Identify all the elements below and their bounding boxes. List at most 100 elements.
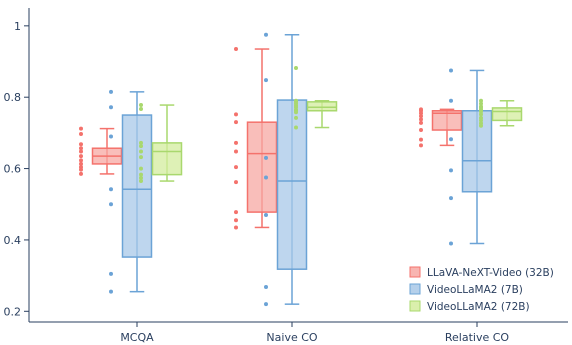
legend-swatch bbox=[409, 266, 421, 278]
data-point bbox=[79, 126, 83, 131]
y-tick-label: 0.4 bbox=[4, 234, 22, 247]
data-point bbox=[294, 65, 298, 70]
data-point bbox=[294, 125, 298, 130]
data-point bbox=[139, 144, 143, 149]
data-point bbox=[79, 149, 83, 154]
data-point bbox=[139, 140, 143, 145]
data-point bbox=[479, 118, 483, 123]
data-point bbox=[79, 154, 83, 159]
legend-swatch bbox=[409, 300, 421, 312]
data-point bbox=[79, 146, 83, 151]
data-point bbox=[449, 241, 453, 246]
data-point bbox=[234, 149, 238, 154]
box-rect bbox=[491, 107, 523, 122]
data-point bbox=[449, 137, 453, 142]
axes: 0.2 0.4 0.6 0.8 1 MCQA Naive CO Relative CO bbox=[4, 8, 568, 344]
data-point bbox=[234, 180, 238, 185]
data-point bbox=[234, 210, 238, 215]
data-point bbox=[139, 149, 143, 154]
data-point bbox=[264, 155, 268, 160]
box-1-1 bbox=[264, 32, 308, 307]
data-point bbox=[234, 225, 238, 230]
data-point bbox=[79, 131, 83, 136]
y-tick-label: 1 bbox=[14, 20, 21, 33]
data-point bbox=[419, 114, 423, 119]
x-tick-label: Relative CO bbox=[445, 331, 510, 344]
box-rect bbox=[121, 114, 153, 258]
box-rect bbox=[306, 101, 338, 112]
data-point bbox=[234, 120, 238, 125]
data-point bbox=[419, 117, 423, 122]
data-point bbox=[79, 158, 83, 163]
data-point bbox=[109, 202, 113, 207]
data-point bbox=[264, 175, 268, 180]
data-point bbox=[264, 32, 268, 37]
data-point bbox=[79, 167, 83, 172]
data-point bbox=[449, 196, 453, 201]
data-point bbox=[479, 112, 483, 117]
data-point bbox=[419, 143, 423, 148]
data-point bbox=[109, 289, 113, 294]
box-2-2 bbox=[479, 98, 523, 128]
data-point bbox=[234, 140, 238, 145]
box-rect bbox=[246, 121, 278, 213]
data-point bbox=[139, 166, 143, 171]
box-rect bbox=[431, 110, 463, 131]
data-point bbox=[419, 137, 423, 142]
y-tick-label: 0.6 bbox=[4, 163, 22, 176]
data-point bbox=[479, 98, 483, 103]
data-point bbox=[419, 120, 423, 125]
data-point bbox=[264, 302, 268, 307]
y-tick-label: 0.2 bbox=[4, 305, 22, 318]
legend-swatch bbox=[409, 283, 421, 295]
data-point bbox=[139, 106, 143, 111]
data-point bbox=[449, 98, 453, 103]
data-point bbox=[234, 112, 238, 117]
data-point bbox=[139, 103, 143, 108]
data-point bbox=[234, 47, 238, 52]
data-point bbox=[294, 110, 298, 115]
box-0-1 bbox=[234, 47, 278, 230]
legend: LLaVA-NeXT-Video (32B) VideoLLaMA2 (7B) Vi… bbox=[409, 266, 554, 313]
data-point bbox=[449, 168, 453, 173]
data-point bbox=[419, 111, 423, 116]
data-point bbox=[109, 89, 113, 94]
box-2-1 bbox=[294, 65, 338, 130]
data-point bbox=[79, 142, 83, 147]
data-point bbox=[79, 161, 83, 166]
box-2-0 bbox=[139, 103, 183, 184]
legend-label: VideoLLaMA2 (7B) bbox=[427, 284, 523, 296]
data-point bbox=[479, 123, 483, 128]
box-rect bbox=[276, 99, 308, 270]
legend-label: VideoLLaMA2 (72B) bbox=[427, 301, 530, 313]
data-point bbox=[139, 172, 143, 177]
data-point bbox=[479, 109, 483, 114]
legend-label: LLaVA-NeXT-Video (32B) bbox=[427, 267, 554, 279]
x-tick-label: Naive CO bbox=[266, 331, 317, 344]
plot-area bbox=[79, 32, 523, 307]
box-1-0 bbox=[109, 89, 153, 294]
data-point bbox=[139, 179, 143, 184]
data-point bbox=[479, 101, 483, 106]
data-point bbox=[294, 115, 298, 120]
data-point bbox=[264, 285, 268, 290]
data-point bbox=[79, 171, 83, 176]
data-point bbox=[264, 78, 268, 83]
x-tick-label: MCQA bbox=[120, 331, 154, 344]
data-point bbox=[139, 175, 143, 180]
box-rect bbox=[151, 142, 183, 176]
data-point bbox=[109, 105, 113, 110]
box-rect bbox=[461, 110, 493, 193]
data-point bbox=[264, 212, 268, 217]
box-0-0 bbox=[79, 126, 123, 176]
data-point bbox=[109, 134, 113, 139]
data-point bbox=[109, 271, 113, 276]
box-0-2 bbox=[419, 107, 463, 148]
data-point bbox=[109, 187, 113, 192]
box-1-2 bbox=[449, 68, 493, 246]
data-point bbox=[419, 128, 423, 133]
data-point bbox=[139, 155, 143, 160]
data-point bbox=[234, 218, 238, 223]
